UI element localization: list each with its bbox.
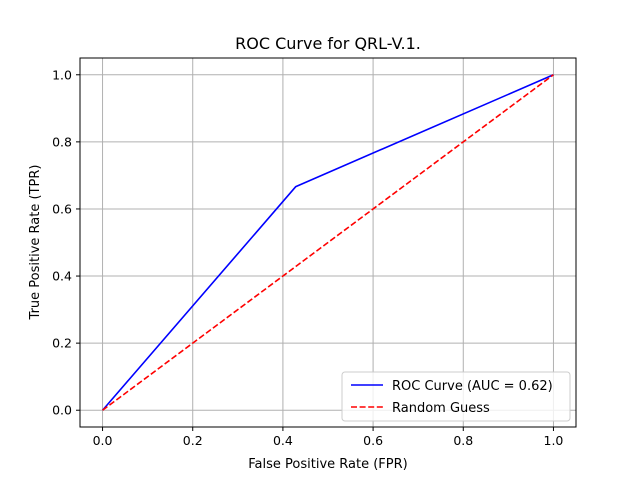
x-tick-label: 1.0 <box>544 433 564 448</box>
legend: ROC Curve (AUC = 0.62) Random Guess <box>341 371 571 422</box>
x-axis-label: False Positive Rate (FPR) <box>248 457 407 472</box>
x-tick-label: 0.6 <box>363 433 383 448</box>
series-line-0 <box>101 74 554 411</box>
legend-box <box>341 371 571 422</box>
x-tick-label: 0.8 <box>453 433 473 448</box>
series-layer <box>101 74 554 411</box>
y-tick-label: 1.0 <box>52 67 72 82</box>
grid <box>80 58 576 427</box>
legend-label-roc-curve: ROC Curve (AUC = 0.62) <box>392 379 553 394</box>
y-tick-label: 0.4 <box>52 269 72 284</box>
y-tick-label: 0.8 <box>52 134 72 149</box>
series-line-1 <box>102 74 554 411</box>
axes-frame <box>79 57 577 428</box>
x-tick-label: 0.4 <box>273 433 293 448</box>
y-axis-label: True Positive Rate (TPR) <box>28 165 43 321</box>
y-tick-label: 0.0 <box>52 403 72 418</box>
x-tick-label: 0.0 <box>93 433 113 448</box>
y-tick-label: 0.6 <box>52 201 72 216</box>
y-tick-label: 0.2 <box>52 336 72 351</box>
ticks: 0.0 0.2 0.4 0.6 0.8 1.0 0.0 0.2 0.4 0.6 0.8 1.0 <box>52 67 563 448</box>
x-tick-label: 0.2 <box>183 433 203 448</box>
legend-label-random-guess: Random Guess <box>392 401 490 416</box>
chart-title: ROC Curve for QRL-V.1. <box>235 34 421 53</box>
